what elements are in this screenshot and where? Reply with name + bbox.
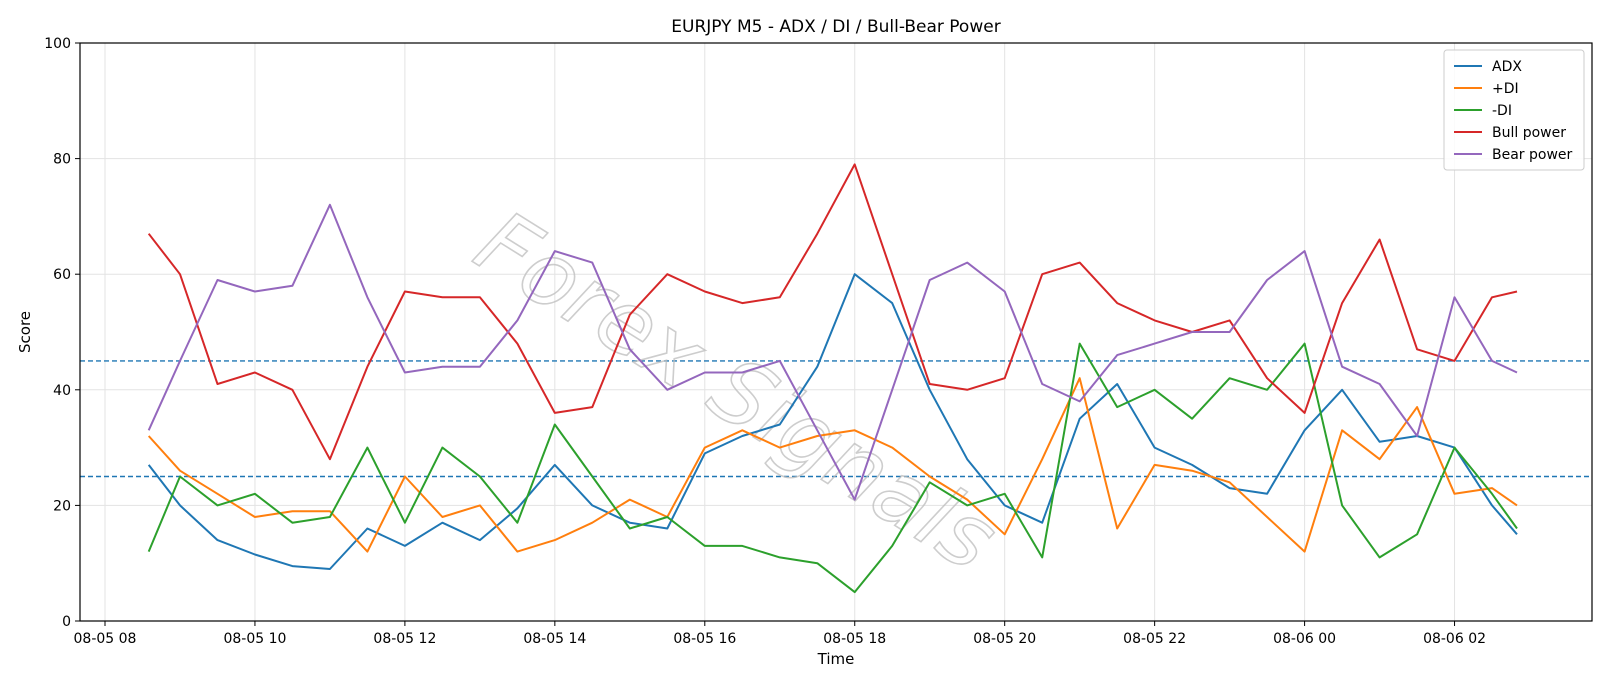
- x-tick-label: 08-05 14: [523, 631, 586, 647]
- x-tick-label: 08-05 22: [1123, 631, 1186, 647]
- legend: ADX +DI -DI Bull power Bear power: [1443, 49, 1585, 171]
- series-line-bull-power: [147, 163, 1518, 461]
- x-tick-label: 08-05 08: [74, 631, 137, 647]
- chart-title: EURJPY M5 - ADX / DI / Bull-Bear Power: [671, 17, 1000, 37]
- x-axis-label: Time: [817, 650, 855, 668]
- plot-frame: [79, 42, 1593, 622]
- legend-label: -DI: [1492, 103, 1512, 119]
- grid: [80, 42, 1592, 622]
- series-line-adx: [147, 273, 1518, 570]
- legend-label: +DI: [1492, 81, 1519, 97]
- legend-box: [1443, 49, 1585, 171]
- x-axis: 08-05 08 08-05 10 08-05 12 08-05 14 08-05 16…: [74, 621, 1486, 647]
- y-axis-label: Score: [16, 311, 34, 353]
- x-tick-label: 08-05 20: [973, 631, 1036, 647]
- y-tick-label: 60: [53, 267, 71, 283]
- series-line-di: [147, 377, 1518, 553]
- y-tick-label: 40: [53, 383, 71, 399]
- series-line-bear-power: [147, 203, 1518, 501]
- x-tick-label: 08-05 10: [223, 631, 286, 647]
- y-tick-label: 20: [53, 498, 71, 514]
- y-tick-label: 80: [53, 152, 71, 168]
- legend-label: ADX: [1492, 59, 1522, 75]
- y-tick-label: 100: [44, 36, 71, 52]
- series-line-di: [147, 342, 1518, 594]
- legend-label: Bull power: [1492, 125, 1566, 141]
- legend-label: Bear power: [1492, 147, 1573, 163]
- x-tick-label: 08-05 18: [823, 631, 886, 647]
- x-tick-label: 08-05 16: [673, 631, 736, 647]
- x-tick-label: 08-06 02: [1423, 631, 1486, 647]
- x-tick-label: 08-05 12: [373, 631, 436, 647]
- x-tick-label: 08-06 00: [1273, 631, 1336, 647]
- y-axis: 0 20 40 60 80 100: [44, 36, 80, 630]
- series-lines: [147, 163, 1518, 594]
- y-tick-label: 0: [62, 614, 71, 630]
